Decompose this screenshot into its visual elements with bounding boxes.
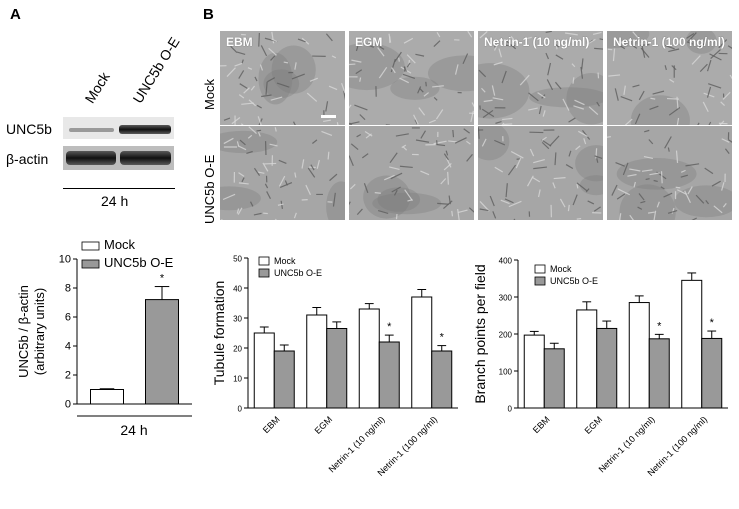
x-tick-label: Netrin-1 (100 ng/ml) (376, 414, 440, 478)
micrograph-mock-0: EBM (220, 31, 345, 125)
y-tick-label: 30 (233, 315, 242, 324)
y-tick-label: 100 (499, 368, 513, 377)
chart-tubule-formation: 0 10 20 30 40 50 Tubule formation EBM EGM * Netrin… (211, 255, 458, 478)
x-tick-label: Netrin-1 (10 ng/ml) (597, 414, 657, 474)
bar-unc5b-o-e-2 (648, 338, 670, 409)
significance-marker: * (657, 320, 662, 332)
micrograph-unc5b-oe-3 (607, 126, 732, 220)
y-tick-label: 4 (65, 341, 71, 353)
legend-swatch (534, 264, 546, 274)
micrograph-unc5b-oe-2 (478, 126, 603, 220)
y-axis-label: Tubule formation (211, 281, 227, 386)
micro-column-label-2: Netrin-1 (10 ng/ml) (484, 35, 590, 49)
bar-unc5b-o-e-0 (543, 348, 565, 409)
y-tick-label: 0 (238, 405, 243, 414)
bar-mock-3 (681, 279, 703, 409)
blot-row-label-beta-actin: β-actin (6, 151, 49, 167)
micro-row-label-mock: Mock (202, 78, 217, 110)
y-tick-label: 10 (233, 375, 242, 384)
bar-mock-0 (90, 389, 124, 405)
legend-swatch (534, 276, 546, 286)
x-tick-label: Netrin-1 (10 ng/ml) (327, 414, 387, 474)
x-tick-label: Netrin-1 (100 ng/ml) (646, 414, 710, 478)
significance-marker: * (710, 317, 715, 329)
micro-column-label-1: EGM (355, 35, 383, 49)
micrograph-mock-1: EGM (349, 31, 474, 125)
y-axis-label: Branch points per field (472, 264, 488, 403)
time-bracket-line (63, 188, 175, 189)
bar-unc5b-o-e-0 (145, 299, 179, 405)
significance-marker: * (387, 321, 392, 333)
lane-label-unc5b-oe: UNC5b O-E (129, 34, 183, 106)
scale-bar (321, 115, 336, 118)
y-tick-label: 0 (65, 399, 71, 411)
micro-column-label-3: Netrin-1 (100 ng/ml) (613, 35, 726, 49)
legend-label: UNC5b O-E (550, 276, 598, 286)
legend-label: UNC5b O-E (274, 268, 322, 278)
y-tick-label: 300 (499, 294, 513, 303)
bar-mock-1 (306, 314, 328, 409)
chart-branch-points: 0 100 200 300 400 Branch points per field EBM E… (472, 257, 728, 478)
y-tick-label: 8 (65, 283, 71, 295)
y-axis-label-2: (arbitrary units) (32, 288, 47, 375)
bar-unc5b-o-e-1 (326, 328, 348, 409)
legend-label: Mock (274, 256, 296, 266)
panel-a-letter: A (10, 6, 21, 23)
lane-label-mock: Mock (81, 69, 113, 106)
bar-mock-3 (411, 296, 433, 409)
y-tick-label: 10 (59, 254, 71, 266)
significance-marker: * (440, 332, 445, 344)
y-tick-label: 2 (65, 370, 71, 382)
western-blot-image (63, 117, 174, 170)
legend-label: UNC5b O-E (104, 255, 174, 270)
x-axis-label: 24 h (120, 422, 147, 438)
bar-unc5b-o-e-3 (701, 337, 723, 409)
x-tick-label: EBM (261, 414, 282, 435)
micrograph-mock-3: Netrin-1 (100 ng/ml) (607, 31, 732, 125)
bar-mock-0 (523, 334, 545, 409)
x-tick-label: EGM (313, 414, 335, 436)
significance-marker: * (160, 273, 165, 285)
legend-swatch (258, 256, 270, 266)
y-tick-label: 40 (233, 285, 242, 294)
legend-swatch (258, 268, 270, 278)
x-tick-label: EBM (531, 414, 552, 435)
bar-unc5b-o-e-2 (378, 341, 400, 409)
chart-a: 0 2 4 6 8 10 UNC5b / β-actin (arbitrary units) *… (16, 237, 192, 438)
micro-row-label-unc5b-oe: UNC5b O-E (202, 154, 217, 224)
bar-mock-2 (628, 302, 650, 409)
y-axis-label: UNC5b / β-actin (16, 285, 31, 378)
blot-time-label: 24 h (101, 193, 129, 209)
bar-mock-1 (576, 309, 598, 409)
y-tick-label: 50 (233, 255, 242, 264)
legend-swatch (81, 259, 100, 269)
blot-row-label-unc5b: UNC5b (6, 121, 52, 137)
bar-unc5b-o-e-0 (273, 350, 295, 409)
bar-unc5b-o-e-1 (596, 327, 618, 409)
y-tick-label: 6 (65, 312, 71, 324)
legend-label: Mock (550, 264, 572, 274)
y-tick-label: 200 (499, 331, 513, 340)
micrograph-unc5b-oe-0 (220, 126, 345, 220)
micro-column-label-0: EBM (226, 35, 253, 49)
legend-label: Mock (104, 237, 136, 252)
bar-unc5b-o-e-3 (431, 350, 453, 409)
micrograph-mock-2: Netrin-1 (10 ng/ml) (478, 31, 603, 125)
legend-swatch (81, 241, 100, 251)
bar-mock-0 (253, 332, 275, 409)
x-tick-label: EGM (583, 414, 605, 436)
y-tick-label: 0 (508, 405, 513, 414)
micrograph-unc5b-oe-1 (349, 126, 474, 220)
y-tick-label: 400 (499, 257, 513, 266)
bar-mock-2 (358, 308, 380, 409)
y-tick-label: 20 (233, 345, 242, 354)
panel-b-letter: B (203, 6, 214, 23)
